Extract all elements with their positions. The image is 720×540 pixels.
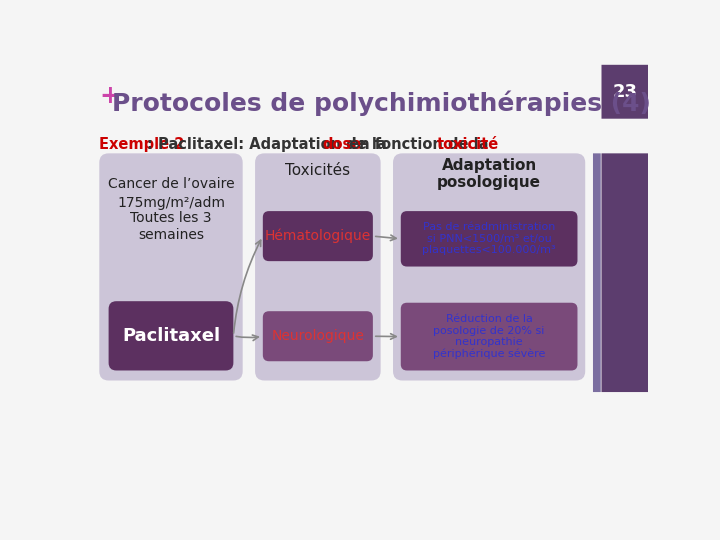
Text: toxicité: toxicité [437, 137, 500, 152]
FancyBboxPatch shape [99, 153, 243, 381]
FancyBboxPatch shape [255, 153, 381, 381]
FancyBboxPatch shape [263, 311, 373, 361]
Text: +: + [99, 84, 120, 107]
Text: Pas de réadministration
si PNN<1500/m³ et/ou
plaquettes<100.000/m³: Pas de réadministration si PNN<1500/m³ e… [423, 222, 556, 255]
Text: Toxicités: Toxicités [285, 163, 351, 178]
Text: Adaptation
posologique: Adaptation posologique [437, 158, 541, 190]
FancyBboxPatch shape [109, 301, 233, 370]
Text: dose: dose [323, 137, 361, 152]
FancyBboxPatch shape [401, 303, 577, 370]
FancyBboxPatch shape [601, 153, 648, 392]
FancyBboxPatch shape [601, 65, 648, 119]
Text: Paclitaxel: Paclitaxel [122, 327, 220, 345]
FancyBboxPatch shape [593, 153, 600, 392]
Text: Hématologique: Hématologique [265, 229, 371, 244]
FancyBboxPatch shape [263, 211, 373, 261]
Text: en fonction de la: en fonction de la [344, 137, 494, 152]
Text: : Paclitaxel: Adaptation de la: : Paclitaxel: Adaptation de la [148, 137, 392, 152]
Text: Toutes les 3
semaines: Toutes les 3 semaines [130, 211, 212, 241]
Text: Réduction de la
posologie de 20% si
neuropathie
périphérique sévère: Réduction de la posologie de 20% si neur… [433, 314, 545, 359]
Text: Protocoles de polychimiothérapies (4): Protocoles de polychimiothérapies (4) [112, 91, 651, 116]
Text: Exemple 2: Exemple 2 [99, 137, 184, 152]
FancyBboxPatch shape [401, 211, 577, 267]
Text: Cancer de l’ovaire: Cancer de l’ovaire [108, 177, 234, 191]
Text: 175mg/m²/adm: 175mg/m²/adm [117, 197, 225, 211]
FancyBboxPatch shape [393, 153, 585, 381]
Text: 23: 23 [612, 83, 637, 101]
Text: Neurologique: Neurologique [271, 329, 364, 343]
